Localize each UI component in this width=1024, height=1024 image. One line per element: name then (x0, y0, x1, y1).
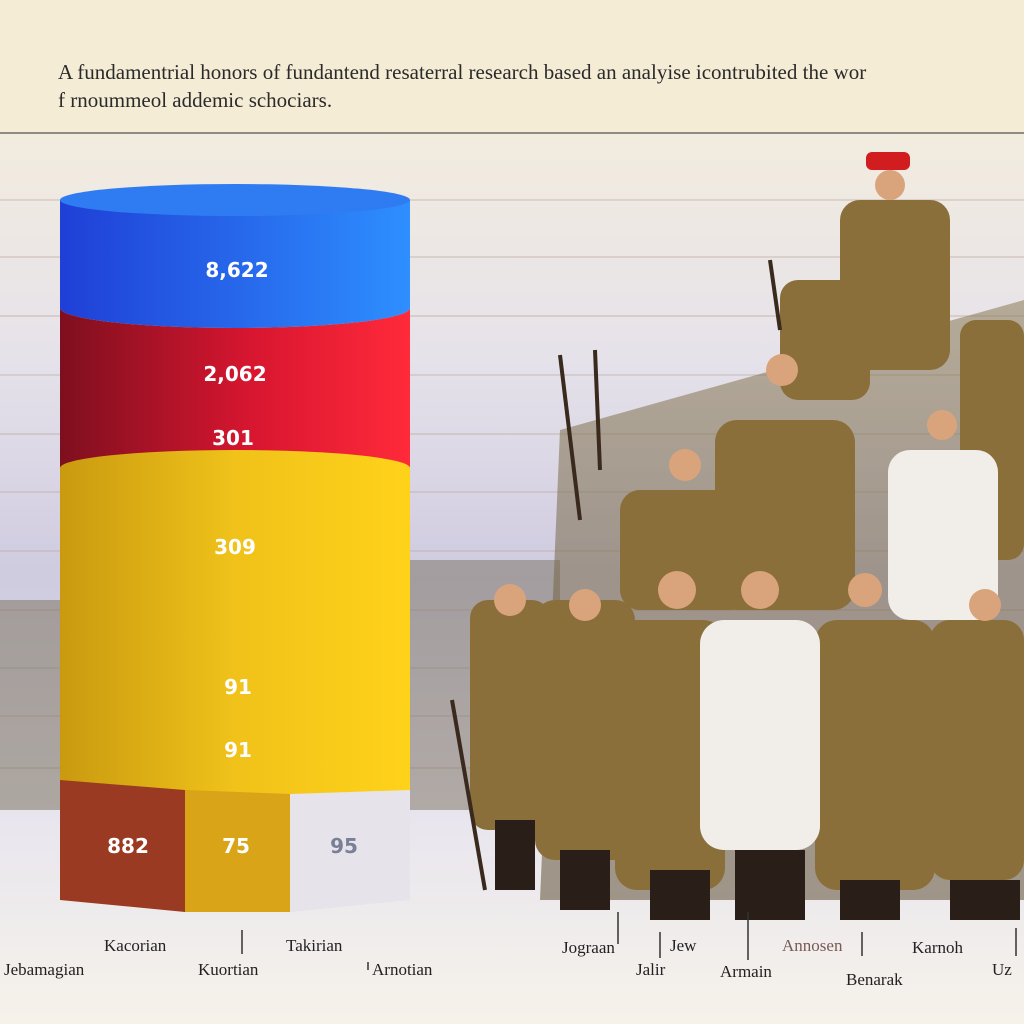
value-label-yellow-2: 91 (224, 675, 252, 699)
segment-red (60, 308, 410, 486)
base-box-gold (185, 790, 290, 912)
category-label-5: Arnotian (372, 960, 433, 979)
base-row (60, 780, 410, 912)
category-label-3: Kuortian (198, 960, 259, 979)
cylinder-segments (60, 184, 410, 804)
category-label-12: Karnoh (912, 938, 963, 957)
segment-blue (60, 200, 410, 328)
category-label-4: Takirian (286, 936, 343, 955)
category-label-9: Armain (720, 962, 772, 981)
chart-title-line-2: f rnoummeol addemic schociars. (58, 88, 333, 112)
value-label-yellow-1: 309 (214, 535, 256, 559)
soldier-crowd-illustration (0, 152, 1024, 920)
value-label-blue: 8,622 (205, 258, 268, 282)
title-band: A fundamentrial honors of fundantend res… (0, 0, 1024, 134)
chart-title-line-1: A fundamentrial honors of fundantend res… (58, 60, 867, 84)
category-label-10: Annosen (782, 936, 843, 955)
value-label-red-1: 2,062 (203, 362, 266, 386)
value-label-yellow-3: 91 (224, 738, 252, 762)
category-label-8: Jew (670, 936, 697, 955)
category-label-13: Uz (992, 960, 1012, 979)
base-box-grey (290, 790, 410, 912)
base-label-3: 95 (330, 834, 358, 858)
category-leader-ticks (241, 912, 1017, 970)
value-label-red-2: 301 (212, 426, 254, 450)
category-label-2: Jebamagian (4, 960, 85, 979)
category-label-6: Jograan (562, 938, 615, 957)
base-label-1: 882 (107, 834, 149, 858)
base-box-brown (60, 780, 185, 912)
segment-blue-top (60, 184, 410, 216)
segment-yellow (60, 450, 410, 804)
category-label-11: Benarak (846, 970, 903, 989)
category-label-1: Kacorian (104, 936, 167, 955)
base-label-2: 75 (222, 834, 250, 858)
category-label-7: Jalir (636, 960, 666, 979)
